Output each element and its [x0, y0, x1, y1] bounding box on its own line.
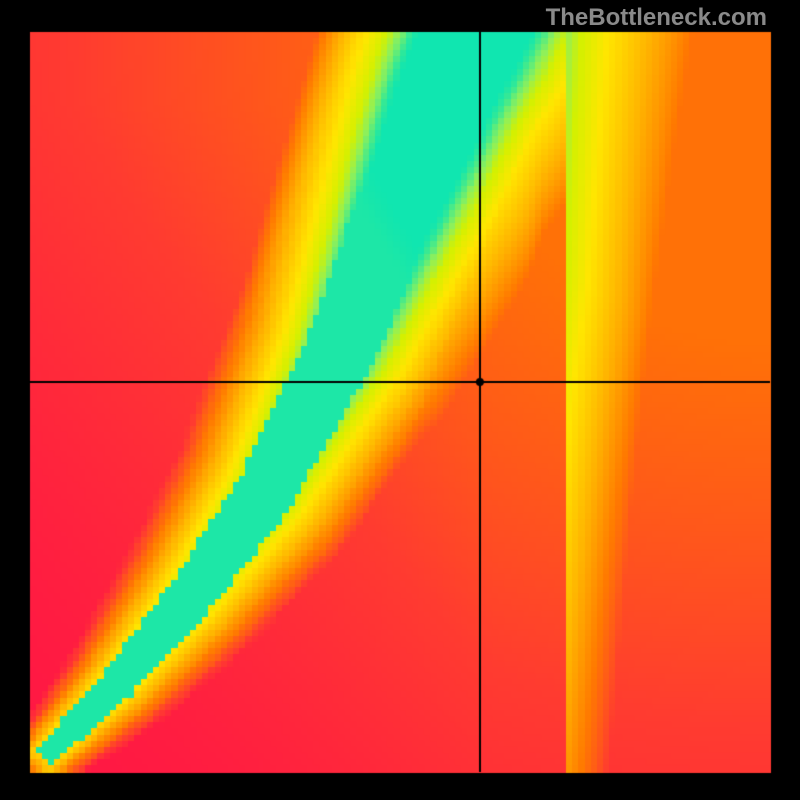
chart-container: TheBottleneck.com — [0, 0, 800, 800]
watermark-text: TheBottleneck.com — [546, 4, 767, 32]
bottleneck-heatmap-canvas — [0, 0, 800, 800]
